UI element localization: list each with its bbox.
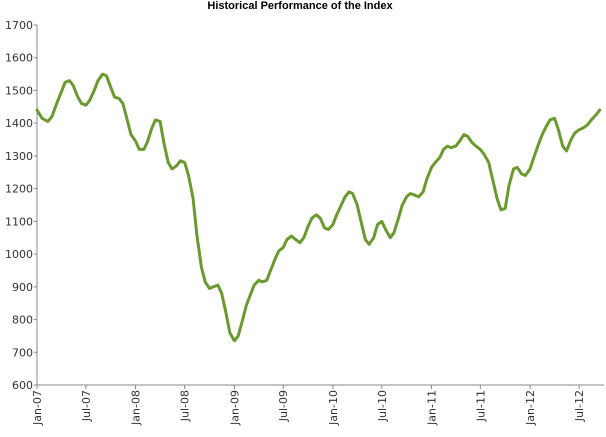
series-layer bbox=[37, 74, 600, 341]
x-tick-label: Jan-07 bbox=[31, 390, 44, 426]
y-axis: 600 700 800 900 1000 1100 1200 1300 1400 1500 1600… bbox=[5, 19, 37, 392]
x-tick-label: Jan-11 bbox=[425, 390, 438, 426]
y-tick-label: 1100 bbox=[5, 215, 33, 228]
y-tick-label: 1700 bbox=[5, 19, 33, 32]
y-tick-label: 800 bbox=[12, 314, 33, 327]
series-points bbox=[37, 74, 600, 341]
series-line bbox=[37, 74, 600, 341]
y-tick-label: 600 bbox=[12, 379, 33, 392]
y-tick-label: 1500 bbox=[5, 84, 33, 97]
x-tick-label: Jan-10 bbox=[327, 390, 340, 426]
x-tick-label: Jul-10 bbox=[376, 390, 389, 422]
x-tick-label: Jan-12 bbox=[524, 390, 537, 426]
x-tick-label: Jan-08 bbox=[130, 390, 143, 426]
y-tick-label: 1200 bbox=[5, 183, 33, 196]
x-tick-label: Jul-09 bbox=[277, 390, 290, 422]
y-tick-label: 1000 bbox=[5, 248, 33, 261]
y-tick-label: 900 bbox=[12, 281, 33, 294]
y-tick-label: 1300 bbox=[5, 150, 33, 163]
x-tick-label: Jul-07 bbox=[80, 390, 93, 422]
y-tick-label: 1600 bbox=[5, 52, 33, 65]
x-axis: Jan-07 Jul-07 Jan-08 Jul-08 Jan-09 Jul-09 Jan-… bbox=[31, 385, 604, 426]
chart-title: Historical Performance of the Index bbox=[207, 0, 393, 12]
x-tick-label: Jan-09 bbox=[228, 390, 241, 426]
y-tick-label: 1400 bbox=[5, 117, 33, 130]
x-tick-label: Jul-11 bbox=[474, 390, 487, 422]
x-tick-label: Jul-12 bbox=[573, 390, 586, 422]
x-tick-label: Jul-08 bbox=[179, 390, 192, 422]
y-tick-label: 700 bbox=[12, 346, 33, 359]
